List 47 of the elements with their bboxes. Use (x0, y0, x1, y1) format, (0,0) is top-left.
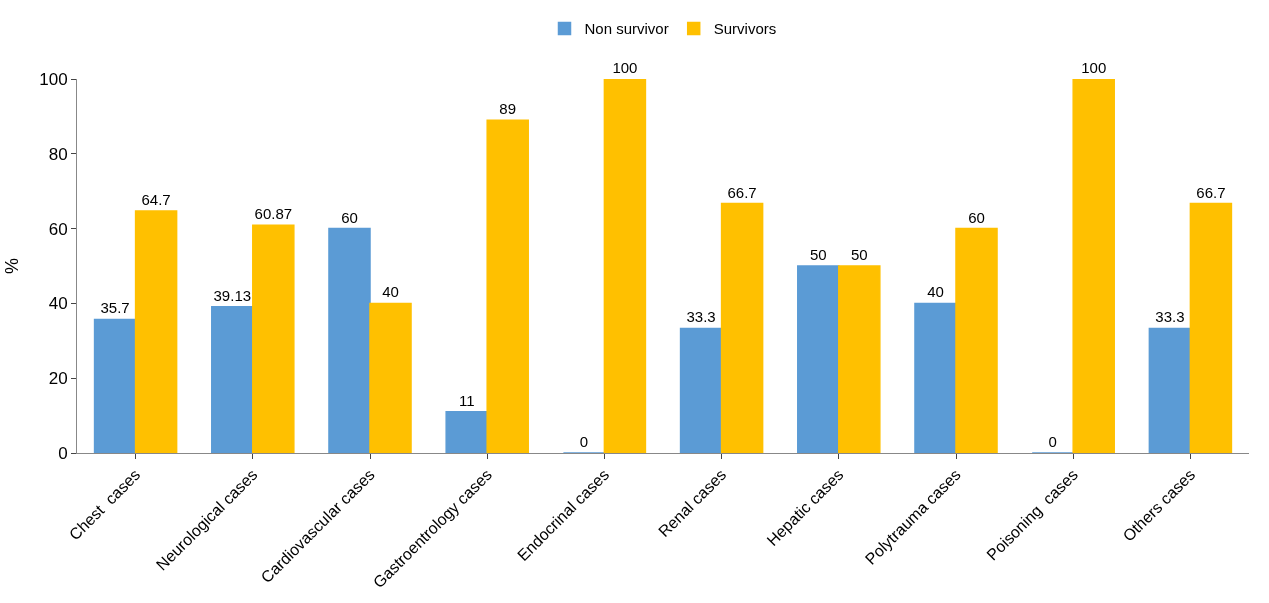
data-label: 50 (850, 246, 868, 263)
data-label: 50 (809, 246, 827, 263)
data-label: 40 (927, 283, 944, 301)
y-tick-label: 80 (48, 144, 68, 164)
bar (252, 224, 295, 453)
legend-label: Non survivor (584, 20, 669, 38)
bar (134, 210, 178, 453)
bar (720, 202, 764, 453)
bar (914, 302, 957, 453)
bar (838, 265, 881, 453)
data-label: 33.3 (1155, 308, 1185, 326)
y-tick-label: 60 (48, 219, 68, 239)
data-label: 60.87 (254, 205, 293, 223)
bar (797, 265, 840, 453)
data-label: 100 (612, 59, 638, 76)
bar (1148, 327, 1192, 453)
data-label: 66.7 (727, 183, 757, 201)
bar (93, 318, 137, 453)
bar (955, 227, 998, 453)
y-tick-label: 100 (39, 69, 68, 89)
data-label: 11 (458, 391, 475, 409)
bar (1189, 202, 1233, 453)
data-label: 60 (968, 208, 985, 226)
data-label: 35.7 (100, 299, 130, 317)
bar (369, 302, 412, 453)
data-label: 60 (341, 208, 358, 226)
data-label: 33.3 (686, 308, 716, 326)
data-label: 0 (1048, 433, 1057, 450)
bar (1072, 79, 1115, 453)
bar (445, 411, 488, 453)
data-label: 89 (499, 100, 517, 118)
bar (679, 327, 723, 453)
bar (211, 305, 254, 453)
data-label: 100 (1081, 59, 1107, 76)
legend-label: Survivors (713, 20, 777, 38)
data-label: 64.7 (141, 191, 171, 209)
bar (328, 227, 371, 453)
bar (603, 79, 647, 453)
y-tick-label: 20 (48, 369, 68, 389)
data-label: 0 (579, 433, 589, 450)
y-tick-label: 0 (58, 443, 68, 463)
bar (486, 119, 529, 453)
data-label: 39.13 (213, 286, 252, 304)
y-axis-title: % (2, 257, 23, 275)
data-label: 66.7 (1196, 183, 1226, 201)
y-tick-label: 40 (48, 294, 68, 314)
data-label: 40 (382, 283, 399, 301)
